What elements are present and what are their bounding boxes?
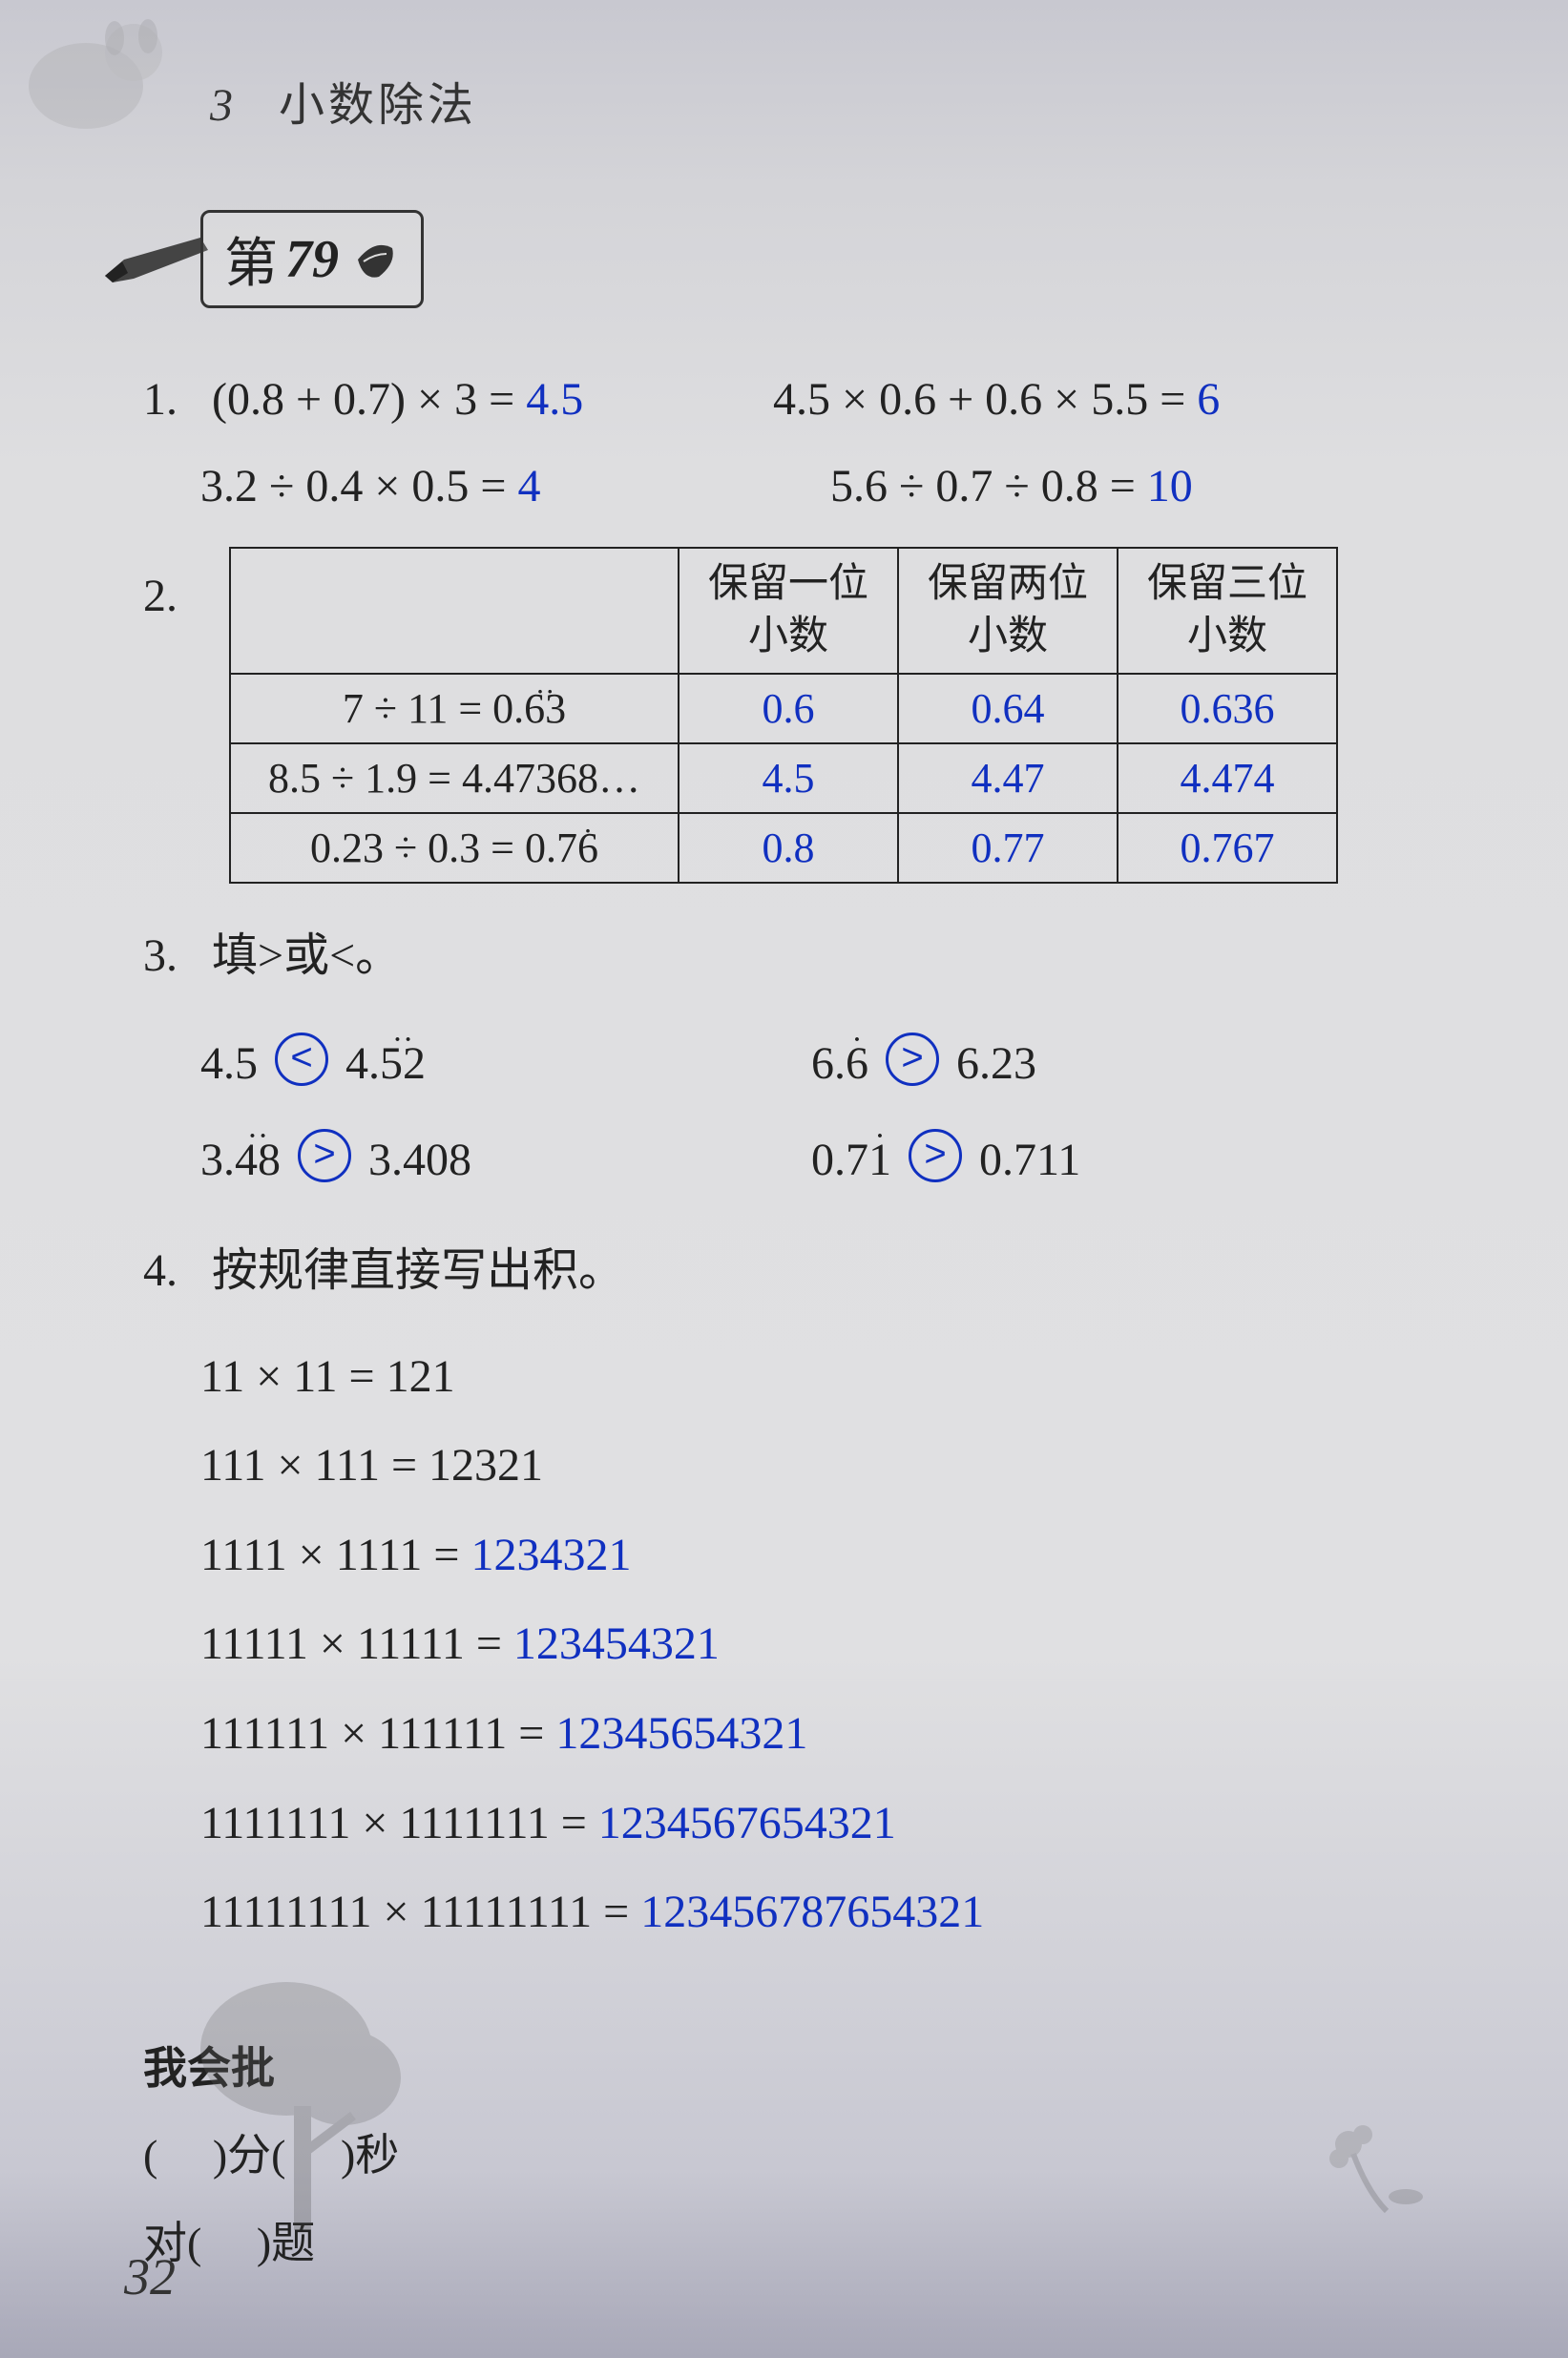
q3-row-2: 3.··48 > 3.408 0.7·1 > 0.711 xyxy=(200,1113,1453,1209)
q3-i3-right: 0.711 xyxy=(979,1135,1080,1185)
card-badge: 第 79 xyxy=(105,210,1453,308)
q3-prompt: 填>或<。 xyxy=(212,930,401,981)
table-header-row: 保留一位小数 保留两位小数 保留三位小数 xyxy=(230,548,1337,673)
problem-number: 1. xyxy=(143,356,200,443)
q2-h3: 保留三位小数 xyxy=(1118,548,1337,673)
q4-line-6: 11111111 × 11111111 = 123456787654321 xyxy=(200,1868,1453,1957)
problem-number: 3. xyxy=(143,912,200,999)
card-number: 79 xyxy=(285,229,339,290)
problem-3: 3. 填>或<。 xyxy=(143,912,1453,999)
q4-prompt: 按规律直接写出积。 xyxy=(212,1245,624,1296)
q1-ans-3: 10 xyxy=(1147,461,1193,511)
problem-2: 2. 保留一位小数 保留两位小数 保留三位小数 7 ÷ 11 = 0.··63 … xyxy=(143,547,1453,883)
chapter-number: 3 xyxy=(210,80,237,131)
q1-expr-0: (0.8 + 0.7) × 3 = xyxy=(212,374,514,425)
q4-line-0: 11 × 11 = 121 xyxy=(200,1332,1453,1422)
q4-line-4: 111111 × 111111 = 12345654321 xyxy=(200,1689,1453,1779)
table-row: 0.23 ÷ 0.3 = 0.7·6 0.8 0.77 0.767 xyxy=(230,813,1337,883)
q3-row-1: 4.5 < 4.··52 6.·6 > 6.23 xyxy=(200,1016,1453,1113)
problem-number: 2. xyxy=(143,570,200,622)
q1-ans-0: 4.5 xyxy=(526,374,583,425)
chapter-title: 3 小数除法 xyxy=(210,67,1453,134)
q3-i0-left: 4.5 xyxy=(200,1038,258,1089)
q2-r0-c3: 0.636 xyxy=(1118,674,1337,743)
card-prefix: 第 xyxy=(224,220,278,298)
q2-r2-c1: 0.8 xyxy=(679,813,898,883)
q4-line-5: 1111111 × 1111111 = 1234567654321 xyxy=(200,1779,1453,1868)
pencil-icon xyxy=(105,233,210,285)
q4-line-1: 111 × 111 = 12321 xyxy=(200,1421,1453,1511)
compare-circle: > xyxy=(886,1033,939,1086)
problem-number: 4. xyxy=(143,1227,200,1314)
q2-r0-expr: 7 ÷ 11 = 0.··63 xyxy=(230,674,679,743)
q2-h1: 保留一位小数 xyxy=(679,548,898,673)
q2-table: 保留一位小数 保留两位小数 保留三位小数 7 ÷ 11 = 0.··63 0.6… xyxy=(229,547,1338,883)
q2-h0 xyxy=(230,548,679,673)
flower-decoration xyxy=(1301,2106,1453,2221)
page-number: 32 xyxy=(124,2247,176,2306)
card-number-box: 第 79 xyxy=(200,210,424,308)
q1-expr-3: 5.6 ÷ 0.7 ÷ 0.8 = xyxy=(830,461,1136,511)
q2-r2-c3: 0.767 xyxy=(1118,813,1337,883)
compare-circle: > xyxy=(298,1129,351,1182)
q4-line-2: 1111 × 1111 = 1234321 xyxy=(200,1511,1453,1600)
compare-circle: < xyxy=(275,1033,328,1086)
q2-r0-c2: 0.64 xyxy=(898,674,1118,743)
tree-decoration xyxy=(191,1972,420,2240)
chapter-name: 小数除法 xyxy=(279,80,477,131)
q2-r2-expr: 0.23 ÷ 0.3 = 0.7·6 xyxy=(230,813,679,883)
problem-1: 1. (0.8 + 0.7) × 3 = 4.5 4.5 × 0.6 + 0.6… xyxy=(143,356,1453,530)
q3-i1-right: 6.23 xyxy=(956,1038,1036,1089)
table-row: 8.5 ÷ 1.9 = 4.47368… 4.5 4.47 4.474 xyxy=(230,743,1337,813)
q2-h2: 保留两位小数 xyxy=(898,548,1118,673)
q2-r1-c1: 4.5 xyxy=(679,743,898,813)
q1-expr-1: 4.5 × 0.6 + 0.6 × 5.5 = xyxy=(773,374,1185,425)
q3-i2-right: 3.408 xyxy=(368,1135,471,1185)
q1-ans-2: 4 xyxy=(517,461,540,511)
q2-r0-c1: 0.6 xyxy=(679,674,898,743)
leaf-icon xyxy=(350,235,400,284)
q2-r1-c2: 4.47 xyxy=(898,743,1118,813)
worksheet-page: 3 小数除法 第 79 1. (0.8 + 0.7) × 3 = 4.5 4.5… xyxy=(0,0,1568,2345)
q2-r2-c2: 0.77 xyxy=(898,813,1118,883)
q2-r1-c3: 4.474 xyxy=(1118,743,1337,813)
q1-expr-2: 3.2 ÷ 0.4 × 0.5 = xyxy=(200,461,506,511)
cartoon-decoration xyxy=(19,10,191,143)
table-row: 7 ÷ 11 = 0.··63 0.6 0.64 0.636 xyxy=(230,674,1337,743)
q4-line-3: 11111 × 11111 = 123454321 xyxy=(200,1599,1453,1689)
compare-circle: > xyxy=(909,1129,962,1182)
q1-ans-1: 6 xyxy=(1197,374,1220,425)
problem-4: 4. 按规律直接写出积。 xyxy=(143,1227,1453,1314)
q2-r1-expr: 8.5 ÷ 1.9 = 4.47368… xyxy=(230,743,679,813)
